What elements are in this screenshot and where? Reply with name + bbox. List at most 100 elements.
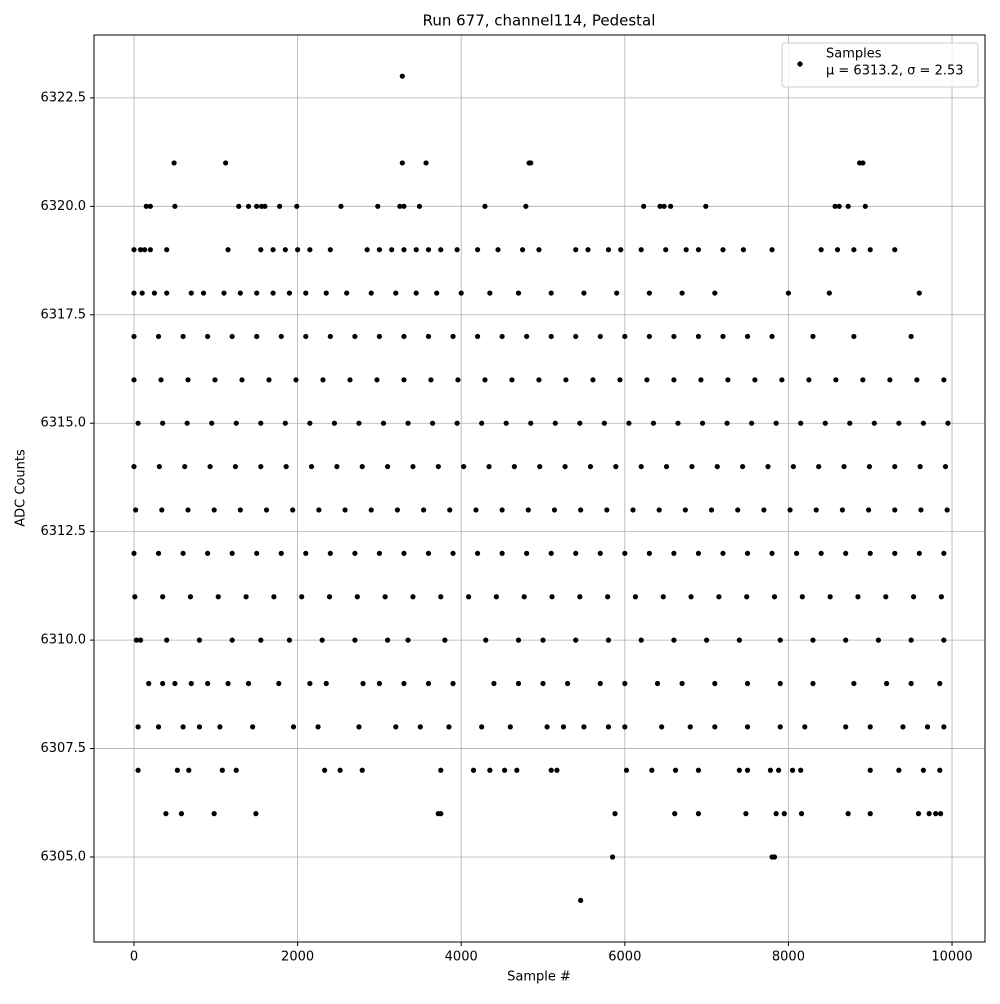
point: [845, 811, 851, 817]
point: [605, 724, 612, 730]
point: [299, 594, 305, 600]
point: [401, 203, 407, 209]
point: [672, 767, 679, 773]
point: [614, 290, 620, 296]
point: [672, 811, 678, 817]
point: [720, 550, 726, 556]
point: [941, 637, 947, 643]
point: [777, 724, 783, 730]
point: [364, 247, 370, 253]
legend-label: Samples: [826, 47, 882, 62]
point: [866, 463, 873, 470]
point: [695, 247, 702, 253]
point: [135, 724, 141, 730]
point: [851, 680, 857, 687]
x-tick-label: 8000: [772, 950, 805, 965]
point: [744, 550, 751, 556]
point: [785, 290, 792, 296]
point: [368, 290, 374, 296]
point: [622, 333, 628, 340]
point: [826, 290, 832, 296]
point: [263, 507, 270, 513]
point: [916, 550, 922, 556]
point: [164, 637, 170, 643]
point: [918, 507, 924, 513]
point: [258, 247, 264, 253]
point: [270, 247, 276, 253]
point: [536, 247, 542, 253]
point: [131, 247, 137, 253]
point: [454, 420, 460, 426]
point: [212, 377, 218, 383]
point: [736, 767, 742, 773]
point: [822, 420, 828, 426]
point: [342, 507, 348, 513]
point: [818, 247, 824, 253]
point: [938, 594, 944, 600]
point: [438, 247, 444, 253]
point: [160, 680, 166, 687]
point: [551, 507, 558, 513]
point: [133, 637, 140, 643]
points: [131, 73, 951, 903]
point: [920, 767, 927, 773]
point: [294, 203, 300, 209]
point: [887, 377, 893, 383]
point: [735, 507, 741, 513]
point: [839, 507, 846, 513]
point: [473, 507, 479, 513]
point: [515, 290, 522, 296]
point: [777, 680, 783, 687]
point: [515, 680, 522, 687]
point: [618, 247, 624, 253]
point: [413, 247, 419, 253]
point: [937, 767, 943, 773]
point: [612, 811, 618, 817]
point: [915, 811, 922, 817]
point: [514, 767, 520, 773]
point: [303, 290, 309, 296]
point: [438, 811, 444, 817]
point: [744, 594, 750, 600]
point: [323, 680, 329, 687]
point: [668, 203, 674, 209]
point: [356, 420, 362, 426]
point: [347, 377, 353, 383]
point: [646, 290, 652, 296]
point: [585, 247, 591, 253]
point: [487, 290, 493, 296]
point: [910, 594, 917, 600]
point: [376, 247, 383, 253]
point: [779, 377, 785, 383]
point: [135, 420, 141, 426]
point: [720, 247, 726, 253]
point: [376, 333, 383, 340]
point: [937, 680, 943, 687]
point: [537, 463, 543, 470]
point: [867, 811, 873, 817]
point: [219, 767, 225, 773]
point: [327, 550, 333, 556]
point: [446, 724, 452, 730]
point: [663, 247, 669, 253]
point: [434, 290, 440, 296]
point: [425, 333, 432, 340]
point: [232, 463, 239, 470]
point: [799, 594, 805, 600]
point: [425, 550, 432, 556]
point: [773, 811, 779, 817]
point: [139, 290, 145, 296]
point: [146, 680, 152, 687]
point: [761, 507, 767, 513]
point: [266, 377, 272, 383]
point: [229, 550, 235, 556]
legend-marker: [797, 61, 803, 67]
point: [536, 377, 542, 383]
point: [258, 637, 264, 643]
point: [613, 463, 619, 470]
point: [816, 463, 822, 470]
point: [790, 463, 796, 470]
point: [740, 247, 747, 253]
point: [523, 203, 529, 209]
point: [315, 724, 321, 730]
